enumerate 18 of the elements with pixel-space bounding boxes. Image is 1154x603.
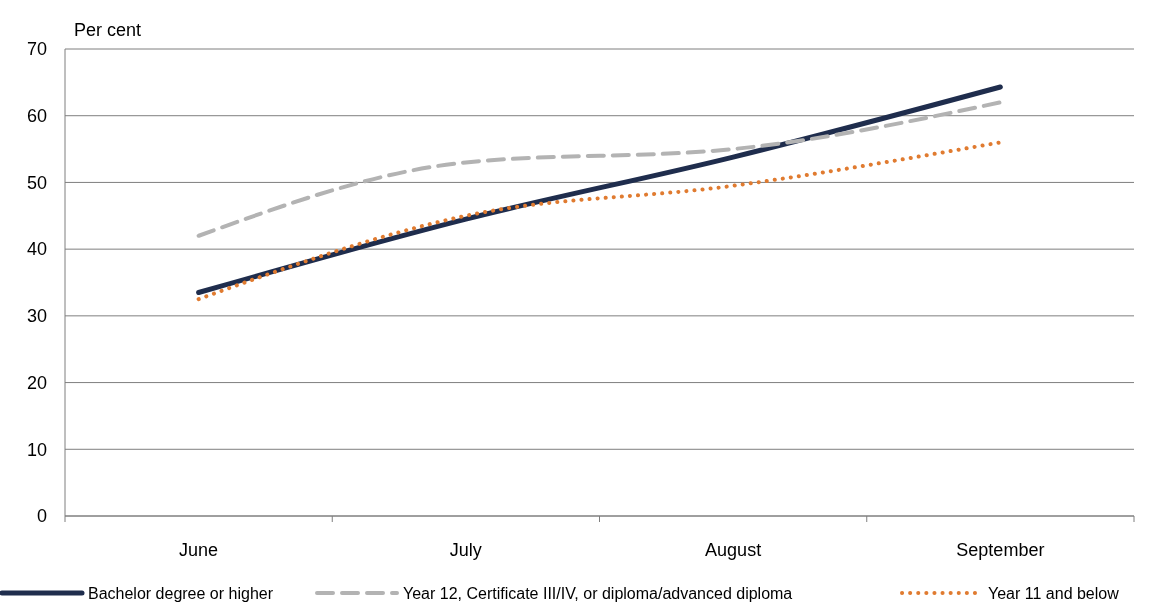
y-tick-label: 30 xyxy=(26,306,47,327)
y-tick-label: 50 xyxy=(26,172,47,193)
y-tick-label: 10 xyxy=(26,439,47,460)
y-tick-label: 20 xyxy=(26,372,47,393)
y-tick-label: 0 xyxy=(36,506,47,527)
legend-label: Year 11 and below xyxy=(988,584,1120,602)
line-series xyxy=(196,100,1003,238)
y-tick-label: 60 xyxy=(26,106,47,127)
x-tick-label: July xyxy=(449,540,482,560)
y-tick-label: 70 xyxy=(26,39,47,60)
x-tick-label: August xyxy=(705,540,762,560)
x-tick-label: June xyxy=(179,540,219,560)
y-axis-title: Per cent xyxy=(74,20,142,40)
legend-label: Bachelor degree or higher xyxy=(88,584,274,602)
x-tick-label: September xyxy=(956,540,1045,560)
legend-label: Year 12, Certificate III/IV, or diploma/advanced diploma xyxy=(403,584,793,602)
line-series xyxy=(196,140,1003,302)
y-tick-label: 40 xyxy=(26,239,47,260)
